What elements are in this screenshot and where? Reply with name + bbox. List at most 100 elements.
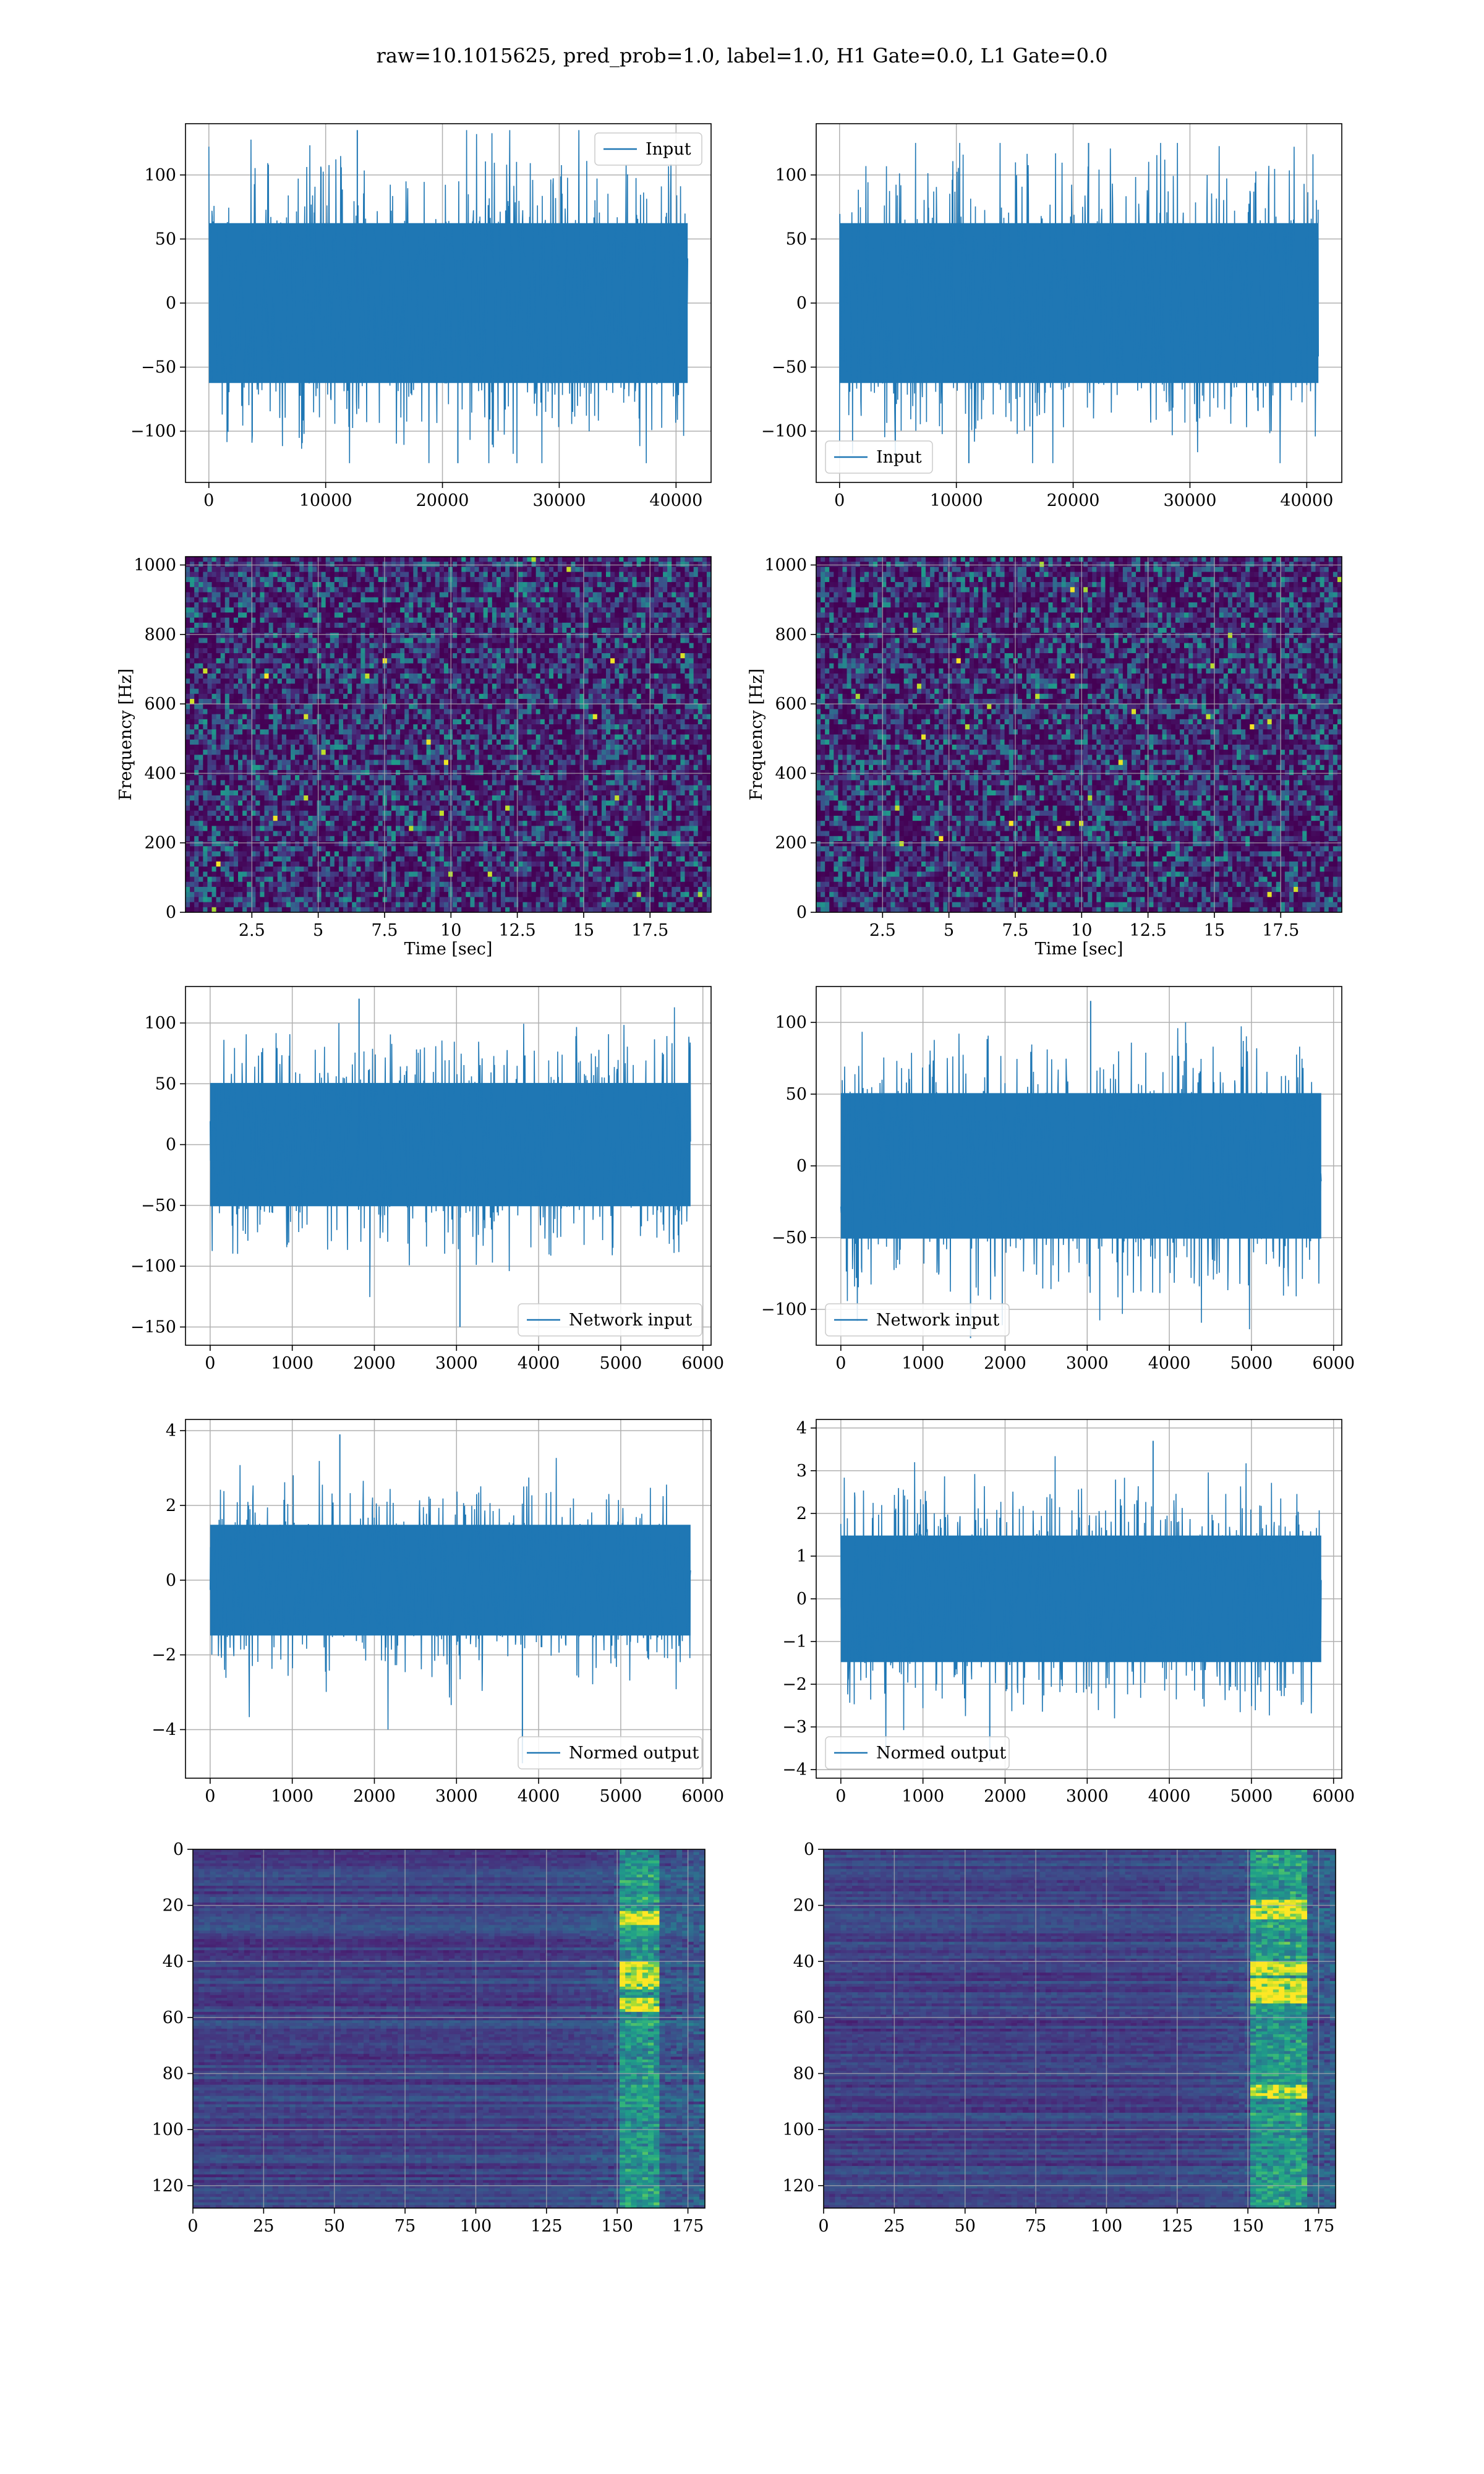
- heatmap-cell: [689, 557, 694, 562]
- heatmap-cell: [255, 693, 261, 700]
- heatmap-cell: [229, 597, 234, 603]
- heatmap-cell: [544, 755, 550, 761]
- heatmap-cell: [610, 597, 615, 603]
- heatmap-cell: [689, 688, 694, 695]
- heatmap-cell: [260, 663, 265, 669]
- heatmap-cell: [247, 576, 252, 583]
- heatmap-cell: [641, 557, 646, 562]
- heatmap-cell: [378, 760, 383, 766]
- heatmap-cell: [439, 704, 445, 710]
- heatmap-cell: [649, 755, 655, 761]
- heatmap-cell: [281, 658, 287, 664]
- heatmap-cell: [693, 668, 699, 674]
- heatmap-cell: [527, 693, 532, 700]
- heatmap-cell: [615, 653, 620, 659]
- heatmap-cell: [628, 638, 633, 644]
- heatmap-cell: [540, 567, 545, 573]
- heatmap-cell: [667, 693, 672, 700]
- heatmap-cell: [273, 612, 278, 618]
- heatmap-cell: [470, 704, 475, 710]
- heatmap-cell: [706, 744, 711, 750]
- heatmap-cell: [654, 597, 659, 603]
- heatmap-cell: [702, 628, 707, 633]
- heatmap-cell: [558, 668, 563, 674]
- heatmap-cell: [522, 567, 528, 573]
- heatmap-cell: [676, 693, 681, 700]
- heatmap-cell: [330, 678, 335, 684]
- heatmap-cell: [474, 714, 480, 720]
- heatmap-cell: [304, 760, 309, 766]
- heatmap-cell: [396, 602, 401, 608]
- heatmap-cell: [430, 668, 436, 674]
- heatmap-cell: [628, 744, 633, 750]
- heatmap-cell: [360, 750, 366, 755]
- heatmap-cell: [548, 724, 554, 730]
- heatmap-cell: [684, 592, 690, 598]
- heatmap-cell: [216, 571, 221, 578]
- heatmap-cell: [540, 709, 545, 715]
- heatmap-cell: [251, 648, 256, 654]
- heatmap-cell: [207, 617, 213, 623]
- heatmap-cell: [233, 612, 239, 618]
- heatmap-cell: [553, 567, 558, 573]
- heatmap-cell: [224, 597, 230, 603]
- heatmap-cell: [356, 683, 361, 690]
- heatmap-cell: [400, 678, 405, 684]
- heatmap-cell: [299, 729, 304, 735]
- heatmap-cell: [365, 709, 370, 715]
- heatmap-cell: [474, 653, 480, 659]
- heatmap-cell: [606, 592, 611, 598]
- heatmap-cell: [706, 638, 711, 644]
- heatmap-cell: [299, 643, 304, 649]
- heatmap-cell: [645, 693, 650, 700]
- heatmap-cell: [610, 744, 615, 750]
- heatmap-cell: [238, 744, 243, 750]
- heatmap-cell: [334, 592, 339, 598]
- heatmap-cell: [588, 734, 594, 740]
- heatmap-cell: [233, 704, 239, 710]
- heatmap-cell: [373, 633, 379, 639]
- heatmap-cell: [417, 571, 423, 578]
- heatmap-cell: [702, 750, 707, 755]
- heatmap-cell: [659, 658, 663, 664]
- heatmap-cell: [238, 602, 243, 608]
- heatmap-cell: [571, 587, 576, 593]
- heatmap-cell: [505, 587, 510, 593]
- heatmap-cell: [697, 724, 703, 730]
- heatmap-cell: [343, 683, 348, 690]
- heatmap-cell: [566, 617, 571, 623]
- heatmap-cell: [260, 582, 265, 588]
- heatmap-cell: [242, 714, 247, 720]
- heatmap-cell: [369, 602, 375, 608]
- heatmap-cell: [360, 587, 366, 593]
- heatmap-cell: [299, 673, 304, 679]
- heatmap-cell: [365, 668, 370, 674]
- heatmap-cell: [435, 734, 440, 740]
- heatmap-cell: [268, 587, 274, 593]
- heatmap-cell: [325, 602, 331, 608]
- heatmap-cell: [479, 693, 484, 700]
- heatmap-cell: [680, 638, 686, 644]
- heatmap-cell: [186, 597, 190, 603]
- heatmap-cell: [409, 663, 414, 669]
- heatmap-cell: [264, 612, 270, 618]
- heatmap-cell: [417, 607, 423, 613]
- heatmap-cell: [198, 663, 203, 669]
- heatmap-cell: [304, 582, 309, 588]
- heatmap-cell: [641, 714, 646, 720]
- heatmap-cell: [426, 760, 432, 766]
- heatmap-cell: [518, 719, 524, 725]
- heatmap-cell: [566, 567, 571, 573]
- heatmap-cell: [693, 622, 699, 628]
- heatmap-cell: [378, 562, 383, 568]
- heatmap-cell: [601, 734, 607, 740]
- heatmap-cell: [702, 587, 707, 593]
- heatmap-cell: [610, 760, 615, 766]
- heatmap-cell: [457, 622, 462, 628]
- heatmap-cell: [417, 576, 423, 583]
- heatmap-cell: [592, 612, 598, 618]
- heatmap-cell: [659, 617, 663, 623]
- heatmap-cell: [706, 734, 711, 740]
- heatmap-cell: [510, 597, 514, 603]
- heatmap-cell: [659, 714, 663, 720]
